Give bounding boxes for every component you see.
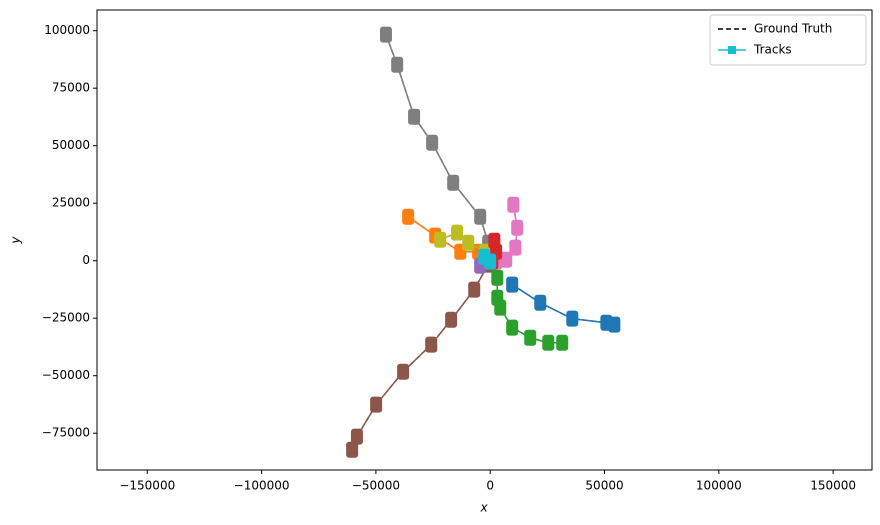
legend-label: Ground Truth — [754, 22, 832, 36]
track-marker — [484, 253, 497, 270]
track-marker — [507, 196, 520, 213]
track-marker — [350, 428, 363, 445]
x-tick-label: −100000 — [234, 479, 290, 493]
track-marker — [462, 234, 475, 251]
track-marker — [434, 231, 447, 248]
track-marker — [566, 310, 579, 327]
track-marker — [534, 294, 547, 311]
track-marker — [506, 276, 519, 293]
track-marker — [506, 319, 519, 336]
track-marker — [408, 108, 421, 125]
track-marker — [447, 174, 460, 191]
track-marker — [500, 251, 513, 268]
legend-box — [709, 14, 867, 66]
y-tick-label: 75000 — [52, 81, 90, 95]
x-tick-label: −50000 — [352, 479, 400, 493]
x-tick-label: 100000 — [696, 479, 742, 493]
x-tick-label: 150000 — [810, 479, 856, 493]
track-marker — [608, 316, 621, 333]
track-marker — [491, 269, 504, 286]
x-tick-label: 50000 — [585, 479, 623, 493]
legend-marker — [728, 46, 736, 54]
y-tick-label: 50000 — [52, 138, 90, 152]
legend: Ground Truth Tracks — [709, 14, 867, 66]
track-marker — [445, 311, 458, 328]
x-tick-label: −150000 — [119, 479, 175, 493]
track-marker — [346, 441, 359, 458]
track-marker — [370, 396, 383, 413]
track-marker — [556, 334, 569, 351]
track-marker — [391, 56, 404, 73]
track-line — [351, 264, 489, 451]
ground-truth-line — [351, 264, 489, 451]
ground-truth-line — [511, 283, 615, 326]
y-tick-label: 100000 — [44, 23, 90, 37]
track-marker — [425, 336, 438, 353]
track-marker — [509, 239, 522, 256]
y-tick-label: −50000 — [42, 368, 90, 382]
track-marker — [474, 208, 487, 225]
track-marker — [402, 208, 415, 225]
track-marker — [468, 281, 481, 298]
track-marker — [524, 329, 537, 346]
y-tick-label: −75000 — [42, 426, 90, 440]
track-marker — [511, 219, 524, 236]
track-marker — [426, 134, 439, 151]
track-marker — [451, 224, 464, 241]
plot-area — [346, 26, 621, 458]
y-tick-label: 25000 — [52, 196, 90, 210]
x-tick-label: 0 — [486, 479, 494, 493]
x-axis-label: x — [479, 501, 488, 515]
y-tick-label: 0 — [82, 253, 90, 267]
y-tick-label: −25000 — [42, 311, 90, 325]
track-line — [511, 283, 615, 326]
y-axis-label: y — [9, 236, 23, 245]
legend-label: Tracks — [753, 43, 792, 57]
track-marker — [542, 334, 555, 351]
axes-frame — [96, 9, 873, 471]
track-marker — [494, 299, 507, 316]
track-marker — [397, 363, 410, 380]
track-marker — [379, 26, 392, 43]
